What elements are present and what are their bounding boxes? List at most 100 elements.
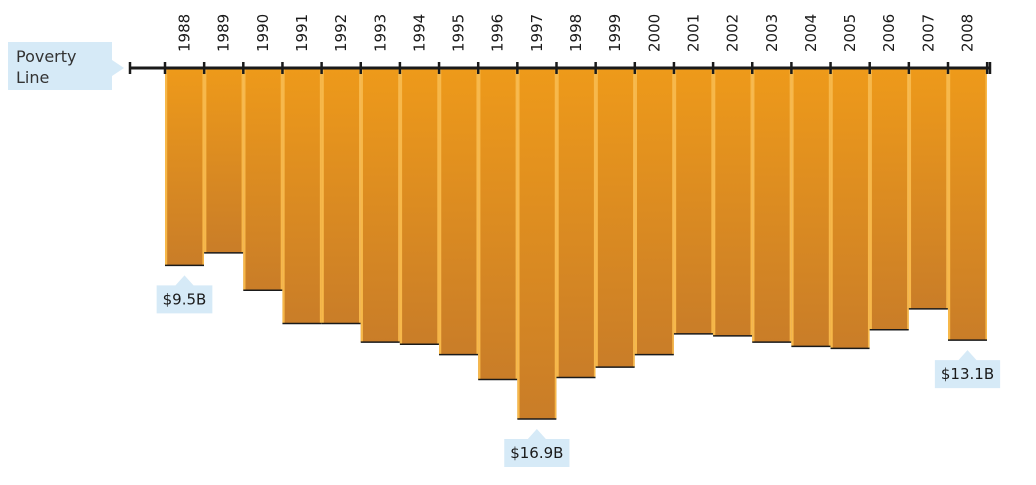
bar-fill (595, 68, 635, 368)
bar-right-edge (672, 68, 674, 355)
bar-left-edge (948, 68, 951, 341)
year-labels-layer: 1988 1989 1990 1991 1992 1993 1994 1995 1996 1997… (176, 14, 977, 52)
bar-right-edge (280, 68, 283, 291)
bar-fill (908, 68, 948, 309)
bar-fill (713, 68, 753, 336)
bar-fill (321, 68, 361, 324)
bar-left-edge (478, 68, 481, 380)
year-label-1988: 1988 (176, 14, 194, 52)
bar-right-edge (946, 68, 948, 309)
bar-left-edge (243, 68, 246, 291)
callout-2008: $13.1B (934, 350, 1001, 389)
bar-right-edge (789, 68, 792, 343)
callout-1988: $9.5B (156, 275, 213, 314)
bar-1992 (321, 68, 361, 325)
callout-1997: $16.9B (504, 429, 570, 468)
bar-left-edge (869, 68, 872, 330)
bar-right-edge (319, 68, 322, 324)
bar-left-edge (791, 68, 794, 347)
poverty-line-callout-bg (8, 42, 124, 90)
bar-fill (517, 68, 557, 420)
year-label-2004: 2004 (802, 14, 820, 52)
year-label-1995: 1995 (450, 14, 468, 52)
bar-fill (439, 68, 479, 355)
bar-1997 (517, 68, 557, 420)
bar-right-edge (907, 68, 909, 330)
year-label-1998: 1998 (567, 14, 585, 52)
bar-right-edge (828, 68, 831, 347)
bar-2004 (791, 68, 831, 348)
year-label-1999: 1999 (606, 14, 624, 52)
bar-1999 (595, 68, 635, 368)
bar-left-edge (399, 68, 403, 345)
bar-1988 (165, 68, 204, 267)
bar-2000 (634, 68, 674, 356)
bar-right-edge (711, 68, 713, 334)
callout-text: $13.1B (941, 365, 994, 383)
bar-1994 (399, 68, 439, 345)
bar-right-edge (476, 68, 479, 355)
year-label-1989: 1989 (215, 14, 233, 52)
callouts-layer: $9.5B $16.9B $13.1B (156, 275, 1001, 468)
callout-text: $9.5B (163, 290, 207, 308)
bar-fill (752, 68, 792, 343)
bar-right-edge (554, 68, 557, 420)
poverty-line-text-line1: Poverty (16, 47, 77, 66)
bars-layer (165, 68, 987, 420)
poverty-line-label: Poverty Line (8, 42, 124, 90)
year-label-2006: 2006 (880, 14, 898, 52)
axis-layer (128, 62, 992, 74)
bar-fill (478, 68, 518, 380)
bar-1998 (556, 68, 596, 379)
bar-fill (948, 68, 987, 341)
bar-left-edge (634, 68, 637, 355)
bar-left-edge (439, 68, 442, 355)
callout-text: $16.9B (510, 444, 563, 462)
bar-fill (869, 68, 909, 330)
bar-left-edge (204, 68, 207, 253)
bar-right-edge (359, 68, 361, 324)
year-label-2001: 2001 (684, 14, 702, 52)
bar-left-edge (556, 68, 559, 378)
bar-fill (360, 68, 400, 343)
bar-right-edge (202, 68, 204, 266)
year-label-2007: 2007 (919, 14, 937, 52)
bar-1995 (439, 68, 479, 356)
bar-1989 (204, 68, 244, 254)
poverty-line-text-line2: Line (16, 68, 49, 87)
bar-left-edge (360, 68, 363, 343)
bar-fill (830, 68, 870, 349)
bar-left-edge (752, 68, 755, 343)
bar-1996 (478, 68, 518, 381)
year-label-1994: 1994 (410, 14, 428, 52)
bar-fill (791, 68, 831, 347)
bar-fill (243, 68, 283, 291)
year-label-2002: 2002 (724, 14, 742, 52)
bar-fill (399, 68, 439, 345)
bar-left-edge (830, 68, 833, 349)
year-label-1993: 1993 (371, 14, 389, 52)
bar-2006 (869, 68, 909, 331)
year-label-2005: 2005 (841, 14, 859, 52)
bar-right-edge (515, 68, 518, 380)
bar-2007 (908, 68, 948, 310)
bar-right-edge (241, 68, 244, 253)
bar-left-edge (673, 68, 677, 334)
bar-1990 (243, 68, 283, 291)
bar-fill (556, 68, 596, 378)
bar-fill (165, 68, 204, 266)
bar-left-edge (517, 68, 520, 420)
bar-right-edge (867, 68, 870, 349)
bar-left-edge (908, 68, 912, 309)
callout-bg (934, 350, 1001, 389)
bar-right-edge (593, 68, 596, 378)
bar-1991 (282, 68, 322, 325)
year-label-1990: 1990 (254, 14, 272, 52)
bar-right-edge (750, 68, 753, 336)
bar-fill (282, 68, 322, 324)
bar-2002 (713, 68, 753, 337)
callout-bg (504, 429, 570, 468)
year-label-2000: 2000 (645, 14, 663, 52)
bar-right-edge (437, 68, 439, 345)
bar-fill (634, 68, 674, 355)
